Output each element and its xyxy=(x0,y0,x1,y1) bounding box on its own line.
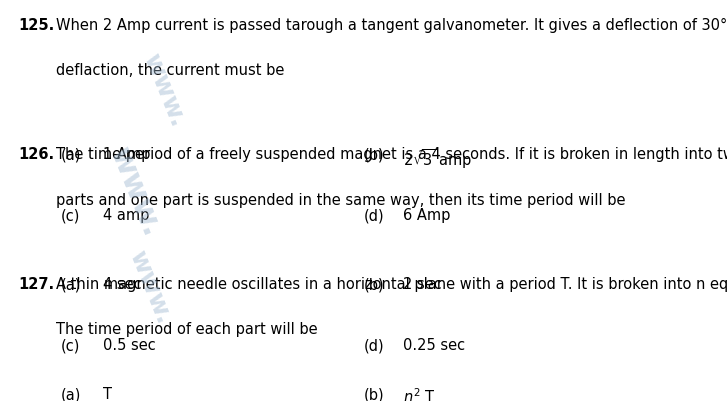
Text: (c): (c) xyxy=(61,209,80,223)
Text: $n^2$ T: $n^2$ T xyxy=(403,387,435,401)
Text: When 2 Amp current is passed tarough a tangent galvanometer. It gives a deflecti: When 2 Amp current is passed tarough a t… xyxy=(56,18,727,33)
Text: (d): (d) xyxy=(364,338,384,353)
Text: 127.: 127. xyxy=(18,277,54,292)
Text: 4 sec: 4 sec xyxy=(103,277,142,292)
Text: www.: www. xyxy=(138,50,190,131)
Text: 6 Amp: 6 Amp xyxy=(403,209,450,223)
Text: A thin magnetic needle oscillates in a horizontal plane with a period T. It is b: A thin magnetic needle oscillates in a h… xyxy=(56,277,727,292)
Text: 125.: 125. xyxy=(18,18,55,33)
Text: (c): (c) xyxy=(61,338,80,353)
Text: 0.25 sec: 0.25 sec xyxy=(403,338,465,353)
Text: (d): (d) xyxy=(364,209,384,223)
Text: 2 sec: 2 sec xyxy=(403,277,441,292)
Text: (a): (a) xyxy=(61,148,81,162)
Text: T: T xyxy=(103,387,113,401)
Text: The time period of each part will be: The time period of each part will be xyxy=(56,322,318,337)
Text: 126.: 126. xyxy=(18,148,54,162)
Text: deflaction, the current must be: deflaction, the current must be xyxy=(56,63,284,78)
Text: 0.5 sec: 0.5 sec xyxy=(103,338,156,353)
Text: (b): (b) xyxy=(364,277,384,292)
Text: (a): (a) xyxy=(61,277,81,292)
Text: 1 Amp: 1 Amp xyxy=(103,148,150,162)
Text: (b): (b) xyxy=(364,387,384,401)
Text: (a): (a) xyxy=(61,387,81,401)
Text: parts and one part is suspended in the same way, then its time period will be: parts and one part is suspended in the s… xyxy=(56,192,625,208)
Text: www.: www. xyxy=(105,144,166,242)
Text: The time period of a freely suspended magnet is a 4 seconds. If it is broken in : The time period of a freely suspended ma… xyxy=(56,148,727,162)
Text: (b): (b) xyxy=(364,148,384,162)
Text: 4 amp: 4 amp xyxy=(103,209,150,223)
Text: $2\sqrt{3}$ amp: $2\sqrt{3}$ amp xyxy=(403,148,472,171)
Text: www.: www. xyxy=(124,247,175,327)
